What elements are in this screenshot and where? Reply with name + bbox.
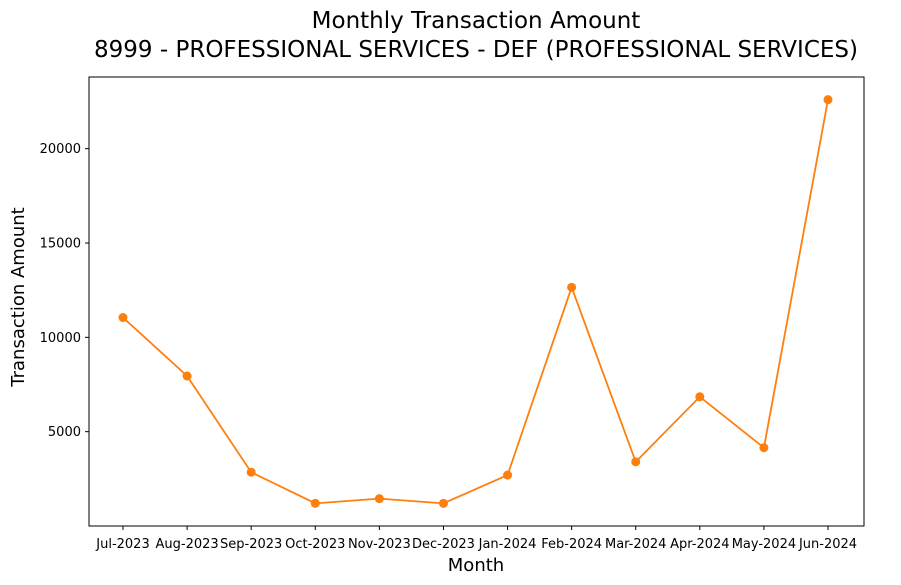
data-point bbox=[759, 443, 769, 453]
data-point bbox=[246, 467, 256, 477]
data-point bbox=[310, 498, 320, 508]
data-point bbox=[118, 313, 128, 323]
x-tick-label: Apr-2024 bbox=[670, 537, 729, 552]
data-point bbox=[374, 494, 384, 504]
y-axis-label: Transaction Amount bbox=[8, 207, 29, 387]
data-point bbox=[503, 470, 513, 480]
data-point bbox=[567, 282, 577, 292]
x-tick-label: Aug-2023 bbox=[156, 537, 219, 552]
data-point bbox=[182, 371, 192, 381]
x-tick-label: Dec-2023 bbox=[412, 537, 475, 552]
y-tick-label: 5000 bbox=[48, 425, 81, 440]
x-tick-label: May-2024 bbox=[732, 537, 796, 552]
x-axis-label: Month bbox=[448, 555, 504, 576]
x-tick-label: Nov-2023 bbox=[348, 537, 411, 552]
x-tick-label: Oct-2023 bbox=[285, 537, 345, 552]
data-point bbox=[438, 498, 448, 508]
x-axis: Jul-2023 Aug-2023 Sep-2023 Oct-2023 Nov-2023… bbox=[95, 526, 857, 552]
y-tick-label: 15000 bbox=[40, 237, 81, 252]
chart-subtitle: 8999 - PROFESSIONAL SERVICES - DEF (PROF… bbox=[94, 37, 858, 63]
y-axis: 5000 10000 15000 20000 bbox=[40, 142, 89, 440]
x-tick-label: Jul-2023 bbox=[95, 537, 149, 552]
series-line bbox=[122, 99, 829, 505]
plot-area bbox=[88, 76, 865, 527]
x-tick-label: Sep-2023 bbox=[220, 537, 282, 552]
x-tick-label: Mar-2024 bbox=[605, 537, 666, 552]
data-point bbox=[695, 392, 705, 402]
x-tick-label: Jan-2024 bbox=[478, 537, 537, 552]
series-points bbox=[118, 95, 833, 508]
x-tick-label: Feb-2024 bbox=[541, 537, 602, 552]
data-point bbox=[631, 457, 641, 467]
x-tick-label: Jun-2024 bbox=[798, 537, 857, 552]
y-tick-label: 20000 bbox=[40, 142, 81, 157]
chart-title: Monthly Transaction Amount bbox=[312, 8, 641, 34]
y-tick-label: 10000 bbox=[40, 331, 81, 346]
data-point bbox=[823, 95, 833, 105]
